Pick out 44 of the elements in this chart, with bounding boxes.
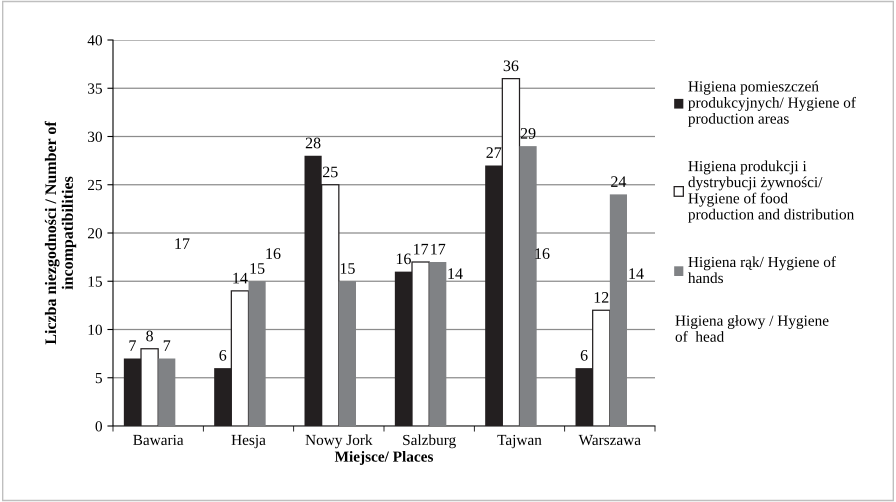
y-tick-label: 20 xyxy=(88,228,102,238)
x-tick-label: Salzburg xyxy=(403,434,456,448)
y-tick-label: 0 xyxy=(96,421,102,432)
data-label: 28 xyxy=(306,138,320,148)
data-label: 15 xyxy=(250,263,264,274)
annotation: 17 xyxy=(175,238,190,249)
y-axis-title: Liczba niezgodności / Number of incompatibilities xyxy=(44,121,76,344)
data-label: 36 xyxy=(504,60,518,72)
data-label: 17 xyxy=(414,244,428,254)
x-tick-label: Tajwan xyxy=(497,434,542,448)
legend-label: Higiena produkcji i dystrybucji żywności/ Hygiene of food production and distribution xyxy=(688,160,854,223)
data-label: 7 xyxy=(164,340,170,351)
data-label: 24 xyxy=(611,176,626,187)
legend-label: Higiena rąk/ Hygiene of hands xyxy=(688,256,836,284)
data-label: 15 xyxy=(340,263,355,274)
data-label: 14 xyxy=(233,272,248,284)
y-tick-label: 10 xyxy=(88,324,102,335)
data-label: 29 xyxy=(520,128,536,139)
data-label: 25 xyxy=(322,166,338,178)
data-label: 16 xyxy=(396,253,411,264)
annotation: 16 xyxy=(266,248,281,259)
data-label: 12 xyxy=(594,292,608,303)
data-label: 17 xyxy=(431,244,446,254)
y-tick-label: 5 xyxy=(96,373,102,384)
annotation: 16 xyxy=(535,248,550,259)
data-label: 27 xyxy=(486,147,502,158)
annotation: 14 xyxy=(448,268,463,279)
x-tick-label: Nowy Jork xyxy=(306,434,373,448)
data-label: 6 xyxy=(580,350,588,361)
data-label: 8 xyxy=(146,330,153,342)
text: Higiena głowy / Hygiene of head xyxy=(675,315,828,342)
y-tick-label: 40 xyxy=(88,35,102,46)
y-tick-label: 25 xyxy=(88,180,102,190)
legend-label: Higiena pomieszczeń produkcyjnych/ Hygiene of production areas xyxy=(688,80,856,127)
data-label: 6 xyxy=(219,350,226,361)
x-tick-label: Warszawa xyxy=(578,434,641,446)
x-tick-label: Bawaria xyxy=(133,434,184,446)
data-label: 7 xyxy=(129,340,136,351)
x-tick-label: Hesja xyxy=(232,434,266,448)
x-axis-title: Miejsce/ Places xyxy=(334,451,434,465)
y-tick-label: 15 xyxy=(88,276,102,287)
annotation: 14 xyxy=(629,268,644,279)
y-tick-label: 30 xyxy=(88,132,102,142)
y-tick-label: 35 xyxy=(88,83,102,94)
